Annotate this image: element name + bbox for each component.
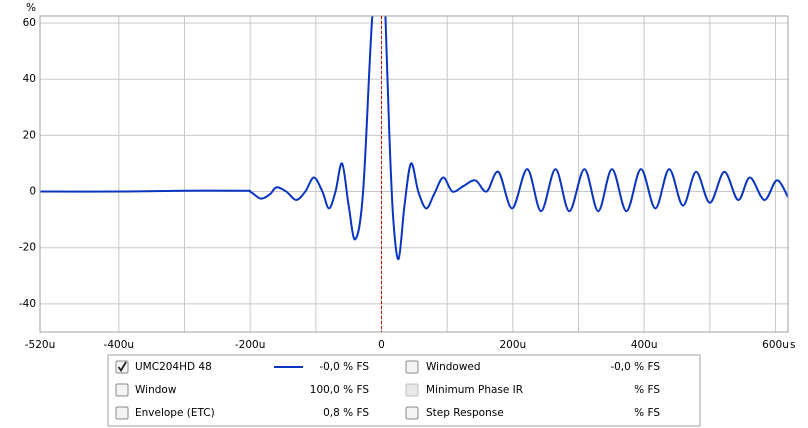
item-checkbox[interactable] (115, 383, 129, 397)
legend-label[interactable]: UMC204HD 48 (135, 361, 212, 373)
item-readout: % FS (634, 407, 660, 419)
legend-readout: -0,0 % FS (319, 361, 369, 373)
check-mark (117, 361, 127, 373)
y-tick-label: -40 (19, 298, 36, 310)
x-tick-label: 600u (762, 339, 789, 351)
y-unit: % (26, 2, 36, 14)
item-label[interactable]: Windowed (426, 361, 481, 373)
x-tick-label: 400u (631, 339, 658, 351)
x-tick-label: -400u (104, 339, 135, 351)
item-readout: -0,0 % FS (610, 361, 660, 373)
legend-panel (107, 354, 701, 427)
item-checkbox (405, 383, 419, 397)
item-checkbox[interactable] (405, 360, 419, 374)
item-readout: % FS (634, 384, 660, 396)
y-tick-label: 40 (23, 73, 36, 85)
y-tick-label: 60 (23, 17, 36, 29)
item-readout: 100,0 % FS (310, 384, 370, 396)
plot-frame (39, 15, 789, 333)
item-readout: 0,8 % FS (323, 407, 369, 419)
item-checkbox[interactable] (405, 406, 419, 420)
y-tick-label: -20 (19, 242, 36, 254)
item-label[interactable]: Step Response (426, 407, 504, 419)
y-tick-label: 0 (29, 186, 36, 198)
impulse-line (40, 16, 788, 260)
item-label[interactable]: Window (135, 384, 177, 396)
x-unit: s (790, 339, 795, 351)
y-tick-label: 20 (23, 129, 36, 141)
item-label: Minimum Phase IR (426, 384, 523, 396)
item-checkbox[interactable] (115, 406, 129, 420)
x-tick-label: 0 (378, 339, 385, 351)
x-tick-label: 200u (499, 339, 526, 351)
item-label[interactable]: Envelope (ETC) (135, 407, 215, 419)
x-tick-label: -520u (25, 339, 56, 351)
x-tick-label: -200u (235, 339, 266, 351)
